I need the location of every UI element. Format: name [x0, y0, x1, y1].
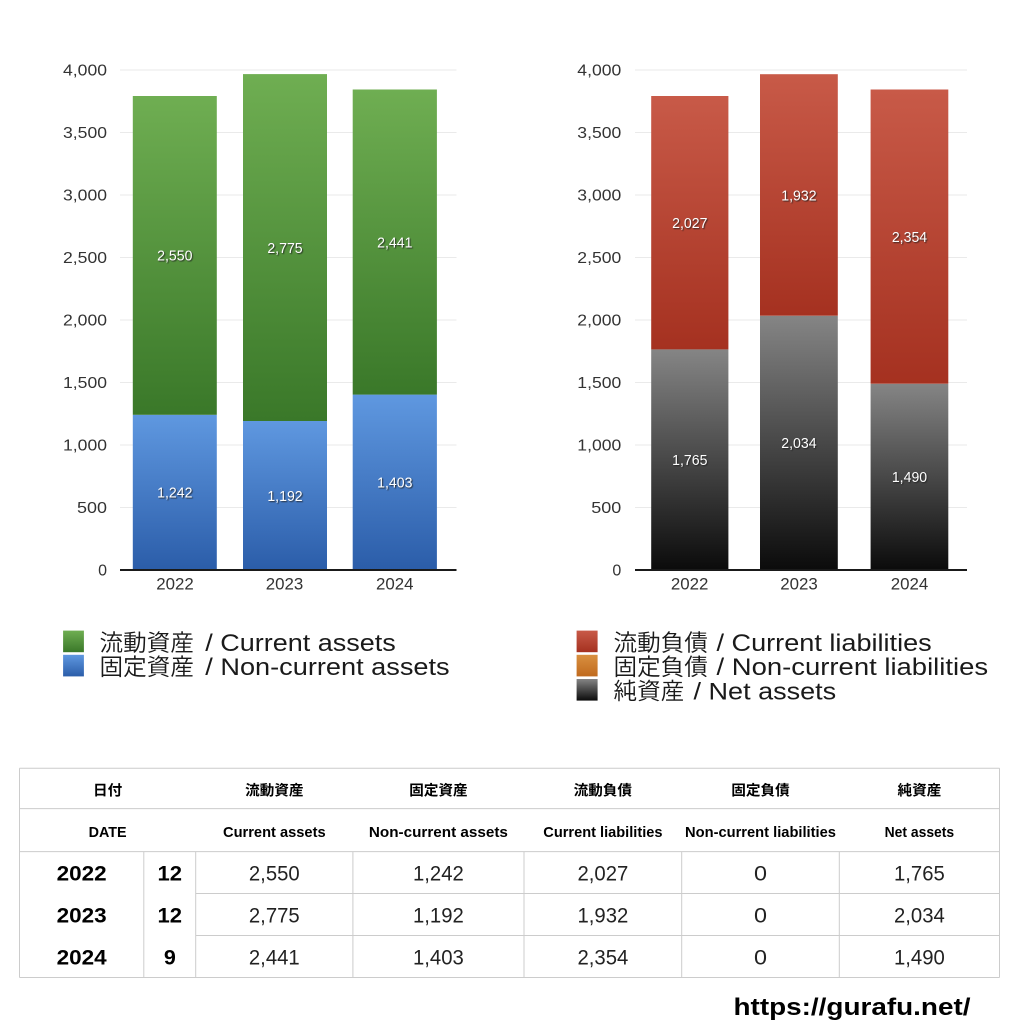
svg-text:0: 0: [754, 946, 767, 969]
svg-text:2,354: 2,354: [892, 230, 927, 246]
svg-text:/ Current liabilities: / Current liabilities: [717, 630, 932, 657]
svg-text:1,490: 1,490: [894, 946, 945, 969]
svg-text:1,765: 1,765: [894, 862, 945, 885]
svg-text:/ Non-current liabilities: / Non-current liabilities: [717, 654, 989, 681]
svg-text:2,354: 2,354: [578, 946, 629, 969]
svg-text:1,242: 1,242: [157, 486, 192, 502]
svg-text:1,403: 1,403: [377, 476, 412, 492]
svg-text:1,000: 1,000: [577, 438, 621, 455]
svg-text:2024: 2024: [376, 576, 414, 594]
svg-text:2023: 2023: [57, 903, 107, 927]
svg-text:1,500: 1,500: [577, 375, 621, 392]
svg-text:3,000: 3,000: [63, 188, 107, 205]
svg-text:0: 0: [98, 563, 107, 580]
svg-text:Non-current liabilities: Non-current liabilities: [685, 824, 836, 841]
svg-text:1,192: 1,192: [267, 489, 302, 505]
svg-text:9: 9: [164, 945, 176, 969]
svg-text:2024: 2024: [891, 576, 929, 594]
svg-text:2022: 2022: [671, 576, 709, 594]
svg-text:3,500: 3,500: [63, 125, 107, 142]
svg-text:1,932: 1,932: [781, 188, 816, 204]
svg-text:1,192: 1,192: [413, 904, 464, 927]
svg-text:3,500: 3,500: [577, 125, 621, 142]
svg-text:1,000: 1,000: [63, 438, 107, 455]
svg-text:2,027: 2,027: [672, 216, 707, 232]
svg-text:0: 0: [754, 862, 767, 885]
svg-text:2,000: 2,000: [63, 313, 107, 330]
svg-text:12: 12: [158, 903, 183, 927]
svg-text:2022: 2022: [156, 576, 194, 594]
svg-text:3,000: 3,000: [577, 188, 621, 205]
svg-text:1,242: 1,242: [413, 862, 464, 885]
svg-text:2,500: 2,500: [577, 250, 621, 267]
svg-text:0: 0: [754, 904, 767, 927]
svg-text:DATE: DATE: [89, 824, 127, 841]
svg-text:1,490: 1,490: [892, 470, 927, 486]
svg-text:4,000: 4,000: [63, 63, 107, 80]
svg-text:2,550: 2,550: [157, 249, 192, 265]
svg-text:/ Non-current assets: / Non-current assets: [205, 654, 449, 681]
svg-text:2,775: 2,775: [249, 904, 300, 927]
svg-text:500: 500: [591, 500, 621, 517]
svg-text:Non-current assets: Non-current assets: [369, 824, 508, 841]
svg-text:12: 12: [158, 861, 183, 885]
svg-text:2,441: 2,441: [249, 946, 300, 969]
svg-text:2,034: 2,034: [781, 436, 816, 452]
svg-text:2,441: 2,441: [377, 235, 412, 251]
svg-text:2023: 2023: [266, 576, 304, 594]
svg-text:2,000: 2,000: [577, 313, 621, 330]
svg-text:Net assets: Net assets: [885, 824, 955, 841]
svg-text:500: 500: [77, 500, 107, 517]
svg-text:1,500: 1,500: [63, 375, 107, 392]
svg-text:2,775: 2,775: [267, 241, 302, 257]
svg-text:https://gurafu.net/: https://gurafu.net/: [734, 994, 971, 1021]
svg-text:0: 0: [612, 563, 621, 580]
svg-text:2,500: 2,500: [63, 250, 107, 267]
svg-text:2,550: 2,550: [249, 862, 300, 885]
svg-text:1,403: 1,403: [413, 946, 464, 969]
svg-text:2022: 2022: [57, 861, 107, 885]
svg-text:/ Net assets: / Net assets: [694, 678, 837, 705]
svg-text:2,027: 2,027: [578, 862, 629, 885]
svg-text:Current assets: Current assets: [223, 824, 326, 841]
svg-text:/ Current assets: / Current assets: [205, 630, 395, 657]
svg-text:4,000: 4,000: [577, 63, 621, 80]
svg-text:1,765: 1,765: [672, 453, 707, 469]
svg-text:2,034: 2,034: [894, 904, 945, 927]
svg-text:2024: 2024: [57, 945, 107, 969]
svg-text:2023: 2023: [780, 576, 818, 594]
svg-text:Current liabilities: Current liabilities: [543, 824, 662, 841]
svg-text:1,932: 1,932: [578, 904, 629, 927]
